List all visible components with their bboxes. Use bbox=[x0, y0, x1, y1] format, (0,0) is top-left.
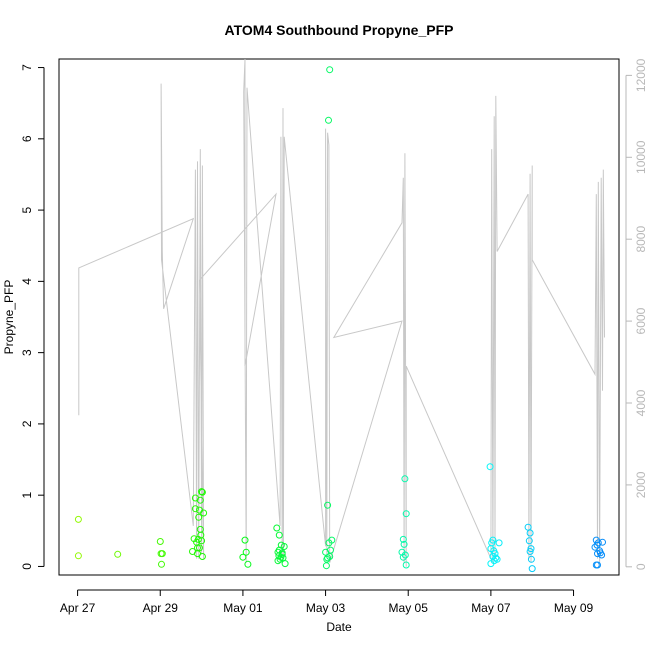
data-point bbox=[591, 543, 599, 551]
y-tick-label: 2 bbox=[20, 420, 34, 427]
data-point bbox=[273, 524, 281, 532]
data-point bbox=[244, 560, 252, 568]
data-point bbox=[278, 549, 286, 557]
data-point bbox=[402, 561, 410, 569]
data-point bbox=[241, 536, 249, 544]
y-tick-label: 1 bbox=[20, 492, 34, 499]
data-point bbox=[280, 543, 288, 550]
data-point bbox=[594, 550, 601, 558]
data-point bbox=[281, 560, 289, 568]
y2-tick-label: 0 bbox=[634, 563, 648, 570]
data-point bbox=[322, 562, 330, 570]
y2-tick-label: 10000 bbox=[634, 140, 648, 174]
y-tick-label: 5 bbox=[20, 206, 34, 213]
data-point bbox=[594, 539, 602, 547]
plot-frame bbox=[58, 58, 620, 576]
x-tick-label: May 05 bbox=[389, 601, 429, 615]
data-point bbox=[156, 538, 164, 545]
data-point bbox=[74, 515, 82, 523]
data-point bbox=[198, 537, 206, 545]
data-point bbox=[528, 565, 536, 573]
data-point bbox=[526, 529, 534, 537]
data-point bbox=[525, 537, 533, 545]
data-point bbox=[198, 488, 206, 496]
x-axis-label: Date bbox=[326, 620, 352, 634]
data-points-layer bbox=[74, 66, 606, 573]
y2-tick-label: 12000 bbox=[634, 58, 648, 92]
data-point bbox=[196, 496, 204, 504]
data-point bbox=[399, 535, 407, 543]
data-point bbox=[599, 538, 606, 546]
y2-tick-label: 8000 bbox=[634, 226, 648, 253]
data-point bbox=[526, 548, 534, 555]
data-point bbox=[158, 550, 166, 558]
data-point bbox=[274, 557, 282, 565]
y-tick-label: 0 bbox=[20, 563, 34, 570]
altitude-line-layer bbox=[78, 58, 605, 567]
data-point bbox=[527, 545, 535, 553]
data-point bbox=[594, 561, 601, 569]
y2-tick-label: 2000 bbox=[634, 471, 648, 498]
data-point bbox=[198, 553, 206, 560]
y2-tick-label: 6000 bbox=[634, 307, 648, 334]
x-tick-label: Apr 29 bbox=[143, 601, 179, 615]
data-point bbox=[239, 553, 247, 561]
data-point bbox=[328, 536, 336, 544]
y-tick-label: 3 bbox=[20, 349, 34, 356]
axes-layer: 0 1 2 3 4 5 6 7 Apr 27 Apr 29 May 01 May 03 May 05 Ma… bbox=[20, 58, 648, 614]
data-point bbox=[242, 548, 250, 556]
data-point bbox=[486, 463, 494, 471]
data-point bbox=[490, 557, 498, 565]
chart-title: ATOM4 Southbound Propyne_PFP bbox=[225, 22, 454, 38]
data-point bbox=[74, 552, 82, 560]
data-point bbox=[325, 116, 332, 124]
data-point bbox=[158, 560, 165, 568]
data-point bbox=[326, 66, 334, 74]
data-point bbox=[275, 531, 283, 539]
data-point bbox=[400, 540, 408, 548]
data-point bbox=[495, 539, 503, 547]
y-axis-label: Propyne_PFP bbox=[2, 280, 16, 355]
data-point bbox=[196, 544, 203, 552]
data-point bbox=[324, 501, 332, 509]
data-point bbox=[399, 553, 407, 561]
data-point bbox=[402, 510, 410, 518]
x-tick-label: May 07 bbox=[471, 601, 511, 615]
x-tick-label: May 09 bbox=[554, 601, 594, 615]
data-point bbox=[527, 555, 535, 563]
data-point bbox=[191, 505, 199, 513]
data-point bbox=[198, 488, 206, 496]
data-point bbox=[401, 551, 409, 559]
data-point bbox=[327, 546, 334, 554]
x-tick-label: Apr 27 bbox=[60, 601, 96, 615]
data-point bbox=[200, 509, 208, 517]
x-tick-label: May 01 bbox=[223, 601, 263, 615]
y-tick-label: 7 bbox=[20, 64, 34, 71]
data-point bbox=[598, 551, 606, 559]
x-tick-label: May 03 bbox=[306, 601, 346, 615]
y2-tick-label: 4000 bbox=[634, 389, 648, 416]
data-point bbox=[489, 536, 497, 544]
data-point bbox=[524, 523, 532, 531]
y-tick-label: 4 bbox=[20, 278, 34, 285]
altitude-line bbox=[78, 58, 605, 567]
y-tick-label: 6 bbox=[20, 135, 34, 142]
data-point bbox=[195, 513, 203, 521]
data-point bbox=[114, 550, 122, 558]
data-point bbox=[401, 475, 409, 483]
